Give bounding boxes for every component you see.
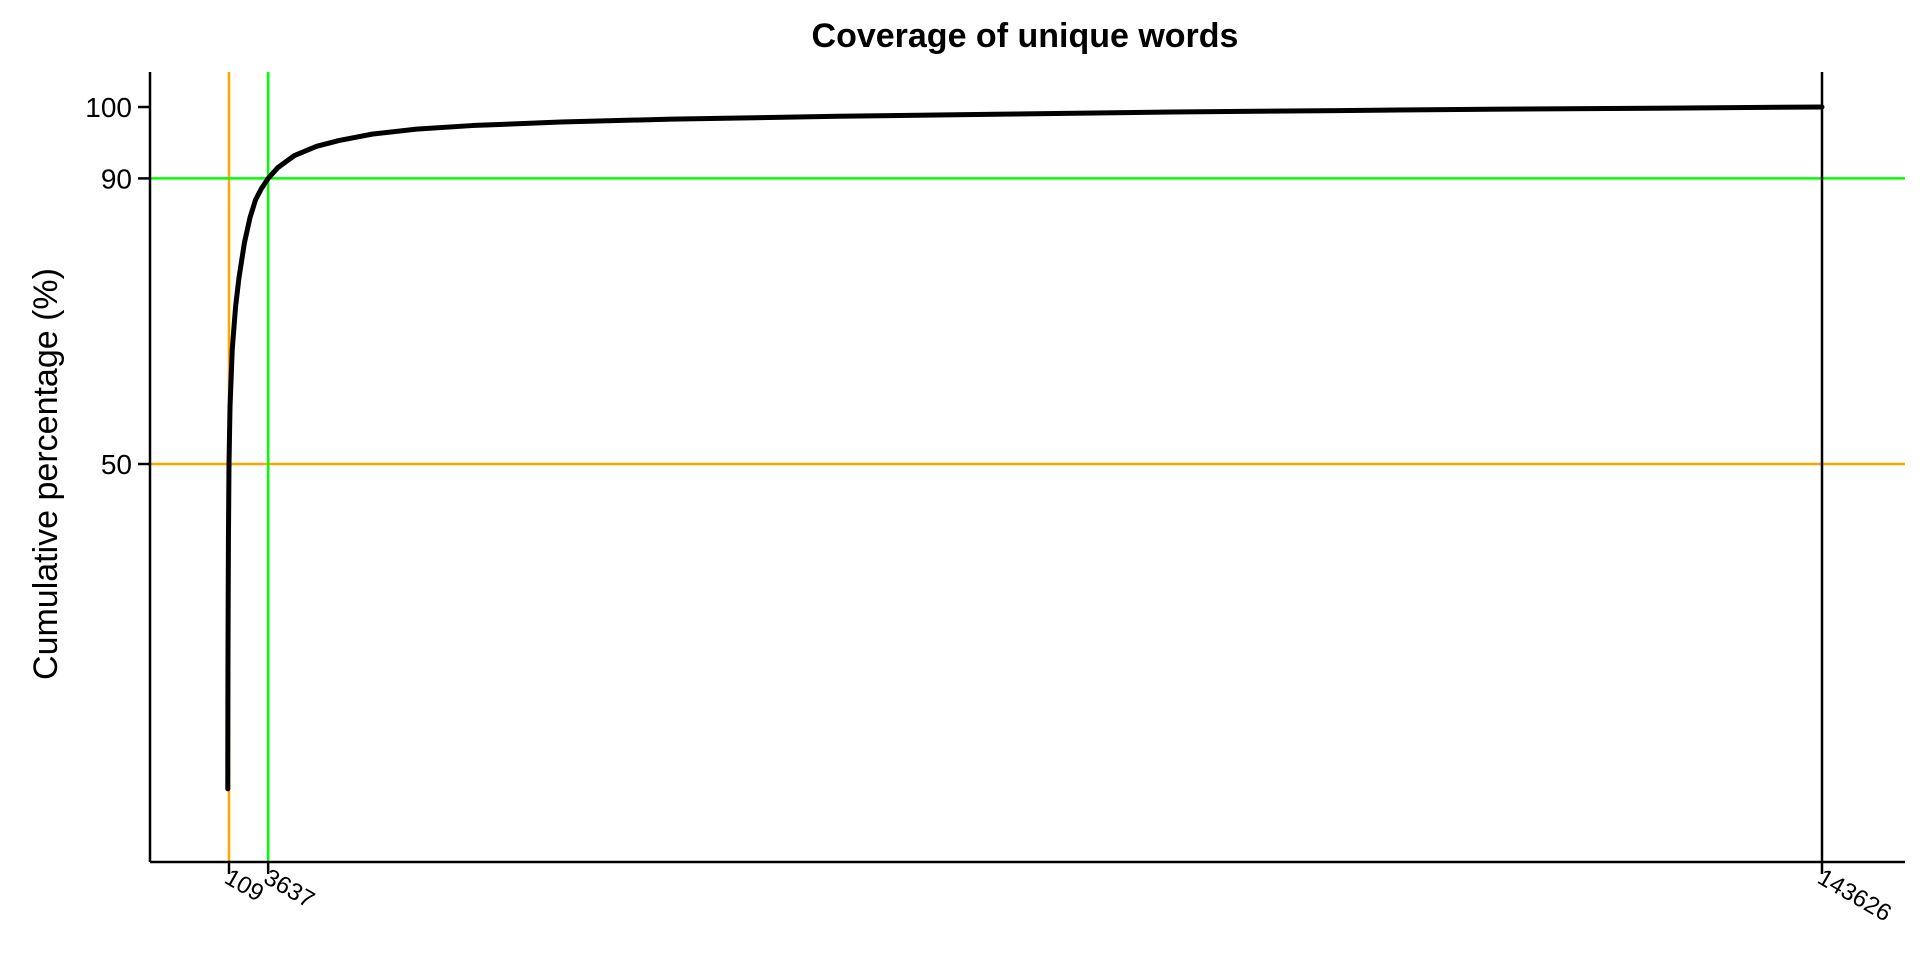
axes [148, 72, 1905, 864]
y-tick-label: 90 [101, 163, 132, 194]
chart-title: Coverage of unique words [812, 17, 1239, 55]
series-line-0 [225, 104, 1825, 792]
y-axis-label: Cumulative percentage (%) [27, 268, 65, 680]
y-tick-label: 50 [101, 449, 132, 480]
series-layer [225, 104, 1825, 792]
reference-lines [150, 72, 1905, 862]
y-ticks: 50 90 100 [85, 92, 150, 480]
y-tick-label: 100 [85, 92, 132, 123]
x-tick-label: 3637 [259, 864, 319, 914]
x-tick-label: 143626 [1813, 864, 1896, 927]
